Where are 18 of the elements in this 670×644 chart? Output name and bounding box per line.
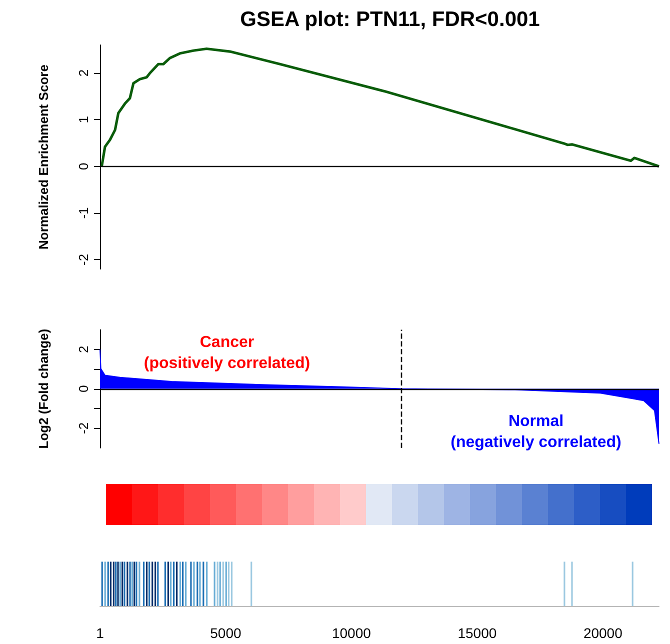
- x-tick-label: 10000: [332, 625, 372, 641]
- x-tick-label: 5000: [210, 625, 242, 641]
- y-tick-label: 2: [76, 69, 91, 77]
- y-tick-label: -2: [76, 254, 91, 266]
- x-tick-label: 15000: [458, 625, 497, 641]
- annotation: Cancer (positively correlated): [144, 334, 310, 372]
- annotation: Normal (negatively correlated): [450, 413, 622, 451]
- y-tick-label: -1: [76, 207, 91, 219]
- y-tick-label: 0: [76, 385, 91, 392]
- y-axis-title: Log2 (Fold change): [36, 328, 51, 449]
- y-tick-label: 0: [76, 162, 91, 170]
- x-tick-label: 20000: [583, 625, 623, 641]
- chart-title: GSEA plot: PTN11, FDR<0.001: [240, 8, 540, 31]
- y-tick-label: 2: [76, 346, 91, 354]
- y-tick-label: -2: [76, 422, 91, 434]
- x-tick-label: 1: [96, 625, 104, 641]
- y-tick-label: 1: [76, 116, 91, 124]
- y-axis-title: Normalized Enrichment Score: [36, 64, 51, 250]
